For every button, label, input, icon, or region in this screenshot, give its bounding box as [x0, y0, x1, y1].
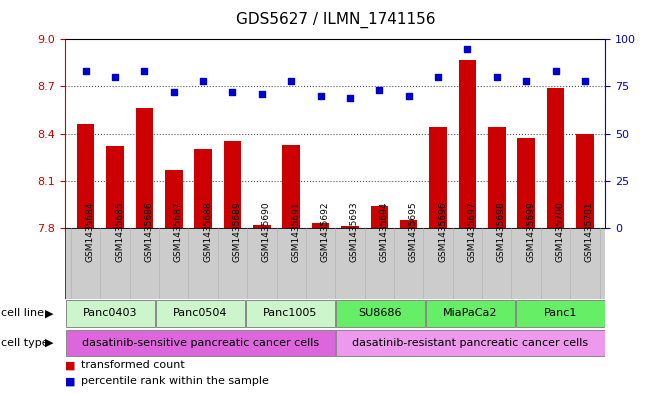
- Text: GSM1435696: GSM1435696: [438, 201, 447, 262]
- Bar: [283, 145, 300, 228]
- Bar: [426, 300, 515, 327]
- Text: GSM1435688: GSM1435688: [203, 201, 212, 262]
- Bar: [312, 223, 329, 228]
- Text: Panc1005: Panc1005: [263, 309, 318, 318]
- Bar: [77, 124, 94, 228]
- Bar: [246, 300, 335, 327]
- Text: transformed count: transformed count: [81, 360, 185, 371]
- Text: percentile rank within the sample: percentile rank within the sample: [81, 376, 270, 386]
- Point: [579, 78, 590, 84]
- Bar: [65, 228, 605, 299]
- Text: GSM1435701: GSM1435701: [585, 201, 594, 262]
- Text: cell type: cell type: [1, 338, 49, 348]
- Text: GSM1435687: GSM1435687: [174, 201, 183, 262]
- Bar: [370, 206, 388, 228]
- Text: Panc1: Panc1: [544, 309, 577, 318]
- Point: [492, 74, 502, 80]
- Point: [433, 74, 443, 80]
- Bar: [66, 330, 335, 356]
- Bar: [135, 108, 153, 228]
- Point: [521, 78, 531, 84]
- Point: [345, 95, 355, 101]
- Text: Panc0403: Panc0403: [83, 309, 137, 318]
- Bar: [518, 138, 535, 228]
- Bar: [488, 127, 506, 228]
- Bar: [106, 146, 124, 228]
- Text: GSM1435694: GSM1435694: [380, 201, 388, 262]
- Text: GSM1435690: GSM1435690: [262, 201, 271, 262]
- Point: [374, 87, 385, 94]
- Bar: [224, 141, 242, 228]
- Point: [256, 91, 267, 97]
- Text: dasatinib-sensitive pancreatic cancer cells: dasatinib-sensitive pancreatic cancer ce…: [81, 338, 319, 348]
- Text: ■: ■: [65, 376, 76, 386]
- Bar: [194, 149, 212, 228]
- Text: GSM1435697: GSM1435697: [467, 201, 477, 262]
- Text: GSM1435698: GSM1435698: [497, 201, 506, 262]
- Bar: [458, 60, 477, 228]
- Bar: [156, 300, 245, 327]
- Bar: [429, 127, 447, 228]
- Text: ■: ■: [65, 360, 76, 371]
- Bar: [516, 300, 605, 327]
- Text: GSM1435692: GSM1435692: [320, 201, 329, 262]
- Bar: [547, 88, 564, 228]
- Bar: [66, 300, 154, 327]
- Point: [139, 68, 150, 75]
- Text: SU8686: SU8686: [359, 309, 402, 318]
- Text: GSM1435686: GSM1435686: [145, 201, 154, 262]
- Text: GSM1435693: GSM1435693: [350, 201, 359, 262]
- Text: GSM1435691: GSM1435691: [291, 201, 300, 262]
- Point: [198, 78, 208, 84]
- Text: cell line: cell line: [1, 309, 44, 318]
- Point: [550, 68, 561, 75]
- Text: GSM1435684: GSM1435684: [86, 201, 94, 262]
- Text: ▶: ▶: [45, 338, 54, 348]
- Point: [286, 78, 296, 84]
- Text: ▶: ▶: [45, 309, 54, 318]
- Bar: [576, 134, 594, 228]
- Text: Panc0504: Panc0504: [173, 309, 227, 318]
- Point: [169, 89, 179, 95]
- Point: [110, 74, 120, 80]
- Point: [227, 89, 238, 95]
- Text: GSM1435689: GSM1435689: [232, 201, 242, 262]
- Text: GSM1435700: GSM1435700: [555, 201, 564, 262]
- Bar: [253, 225, 271, 228]
- Point: [462, 46, 473, 52]
- Bar: [336, 300, 424, 327]
- Point: [81, 68, 91, 75]
- Text: GSM1435685: GSM1435685: [115, 201, 124, 262]
- Text: GSM1435695: GSM1435695: [409, 201, 418, 262]
- Bar: [336, 330, 605, 356]
- Bar: [165, 170, 182, 228]
- Text: dasatinib-resistant pancreatic cancer cells: dasatinib-resistant pancreatic cancer ce…: [352, 338, 589, 348]
- Point: [404, 93, 414, 99]
- Bar: [400, 220, 417, 228]
- Text: GSM1435699: GSM1435699: [526, 201, 535, 262]
- Text: GDS5627 / ILMN_1741156: GDS5627 / ILMN_1741156: [236, 12, 435, 28]
- Bar: [341, 226, 359, 228]
- Text: MiaPaCa2: MiaPaCa2: [443, 309, 497, 318]
- Point: [315, 93, 326, 99]
